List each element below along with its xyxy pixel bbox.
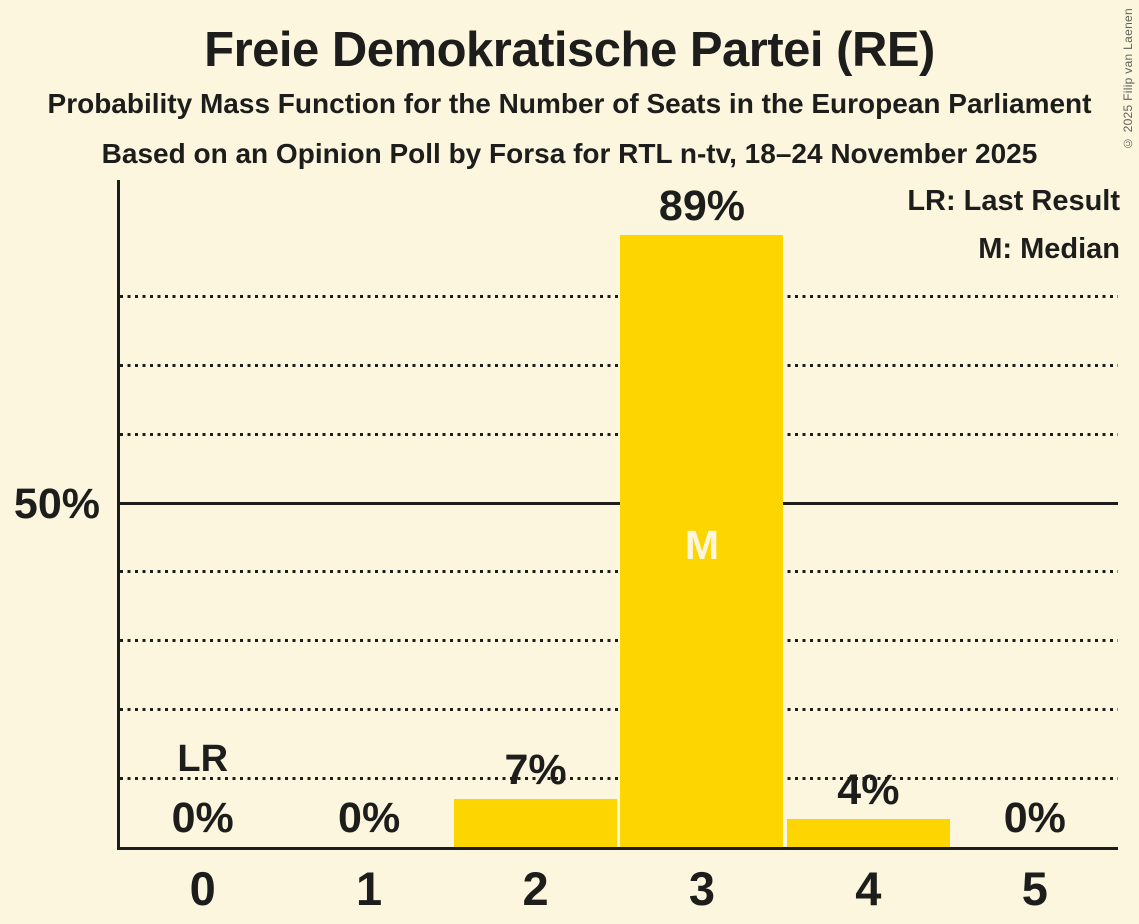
chart-source-line: Based on an Opinion Poll by Forsa for RT… bbox=[101, 138, 1038, 169]
gridline-dotted bbox=[120, 570, 1118, 574]
y-axis-line bbox=[117, 180, 120, 850]
bar-value-label: 0% bbox=[338, 794, 401, 842]
x-axis-tick-label: 2 bbox=[522, 862, 549, 915]
gridline-dotted bbox=[120, 639, 1118, 643]
bar-value-label: 89% bbox=[658, 181, 745, 230]
gridline-dotted bbox=[120, 776, 1118, 780]
bar-value-label: 0% bbox=[171, 794, 234, 842]
x-axis-tick-label: 1 bbox=[356, 862, 383, 915]
legend-last-result: LR: Last Result bbox=[907, 185, 1120, 217]
bar-value-label: 7% bbox=[504, 745, 567, 794]
x-axis-tick-label: 3 bbox=[688, 862, 716, 915]
last-result-marker: LR bbox=[177, 738, 229, 780]
x-axis-tick-label: 4 bbox=[855, 862, 882, 915]
bar bbox=[786, 819, 950, 847]
y-axis-50-label: 50% bbox=[13, 480, 100, 528]
gridline-50-solid bbox=[120, 501, 1118, 505]
bar bbox=[620, 234, 784, 847]
bar-value-label: 0% bbox=[1003, 794, 1066, 842]
gridline-dotted bbox=[120, 707, 1118, 711]
gridline-dotted bbox=[120, 295, 1118, 299]
gridline-dotted bbox=[120, 364, 1118, 368]
median-marker: M bbox=[684, 522, 720, 568]
chart-title: Freie Demokratische Partei (RE) bbox=[204, 23, 935, 77]
x-axis-line bbox=[117, 847, 1118, 850]
bar bbox=[454, 798, 618, 847]
bar-value-label: 4% bbox=[837, 766, 900, 815]
chart-subtitle: Probability Mass Function for the Number… bbox=[47, 88, 1092, 119]
x-axis-tick-label: 0 bbox=[189, 862, 216, 915]
x-axis-tick-label: 5 bbox=[1021, 862, 1048, 915]
gridline-dotted bbox=[120, 432, 1118, 436]
legend-median: M: Median bbox=[978, 233, 1120, 265]
